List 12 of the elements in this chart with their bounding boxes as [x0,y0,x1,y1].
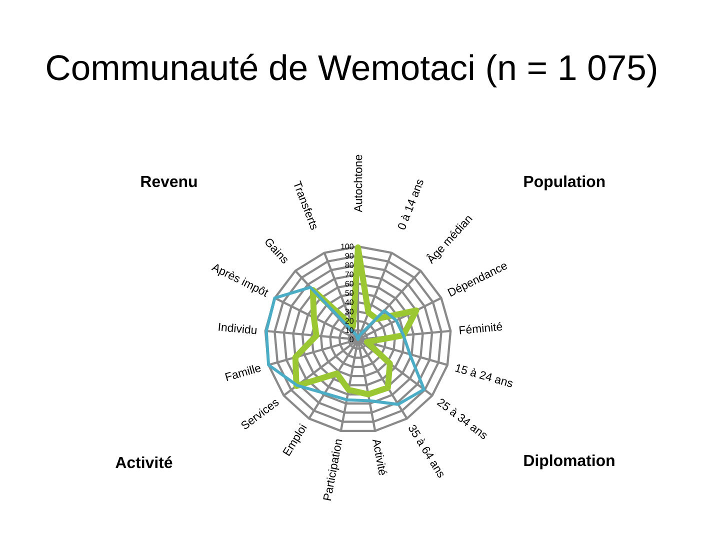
spoke-label: Autochtone [354,154,362,212]
spoke-label: Famille [225,365,261,381]
text: Activité [116,456,172,468]
spoke-label: Individu [218,322,257,334]
chart-title: Communauté de Wemotaci (n = 1 075) [47,54,656,88]
text: Revenu [141,176,197,188]
text: Population [524,175,605,190]
spoke-label: Activité [372,440,388,476]
spoke-label: 0 à 14 ans [398,180,424,230]
spoke-label: 15 à 24 ans [455,364,513,388]
spoke-label: Féminité [459,322,502,334]
text: Diplomation [524,454,614,470]
